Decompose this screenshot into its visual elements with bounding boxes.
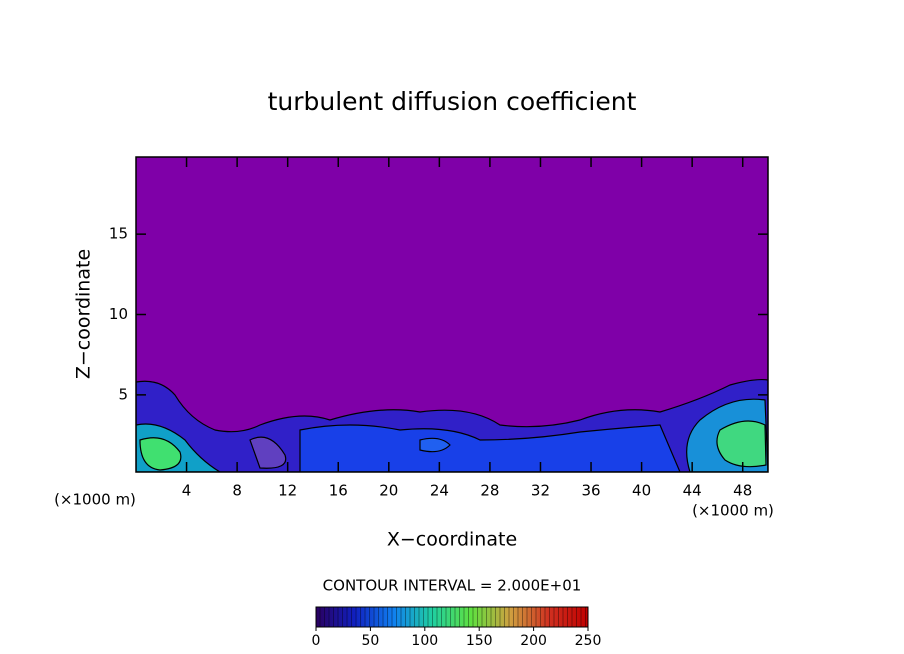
colorbar-tick-label: 50 — [361, 633, 379, 649]
chart-title: turbulent diffusion coefficient — [268, 87, 637, 116]
x-axis-title: X−coordinate — [387, 529, 517, 551]
colorbar-tick-label: 100 — [411, 633, 438, 649]
x-tick-label: 36 — [581, 482, 600, 500]
x-unit-label: (×1000 m) — [692, 502, 774, 520]
colorbar — [315, 606, 589, 628]
y-axis-title: Z−coordinate — [73, 249, 95, 379]
x-tick-label: 8 — [232, 482, 242, 500]
x-tick-label: 28 — [480, 482, 499, 500]
x-tick-label: 12 — [278, 482, 297, 500]
contour-interval: CONTOUR INTERVAL = 2.000E+01 — [323, 577, 582, 595]
x-tick-label: 44 — [683, 482, 702, 500]
x-tick-label: 16 — [329, 482, 348, 500]
x-tick-label: 32 — [531, 482, 550, 500]
x-unit-label: (×1000 m) — [54, 491, 136, 509]
x-tick-label: 24 — [430, 482, 449, 500]
colorbar-tick-label: 250 — [575, 633, 602, 649]
plot-area — [136, 157, 768, 472]
x-tick-label: 48 — [733, 482, 752, 500]
colorbar-tick-label: 0 — [312, 633, 321, 649]
y-tick-label: 5 — [118, 385, 128, 403]
y-tick-label: 10 — [109, 305, 128, 323]
y-tick-label: 15 — [109, 225, 128, 243]
colorbar-tick-label: 200 — [520, 633, 547, 649]
field-pattern — [136, 378, 768, 472]
x-tick-label: 20 — [379, 482, 398, 500]
x-tick-label: 4 — [182, 482, 192, 500]
x-tick-label: 40 — [632, 482, 651, 500]
colorbar-tick-label: 150 — [466, 633, 493, 649]
